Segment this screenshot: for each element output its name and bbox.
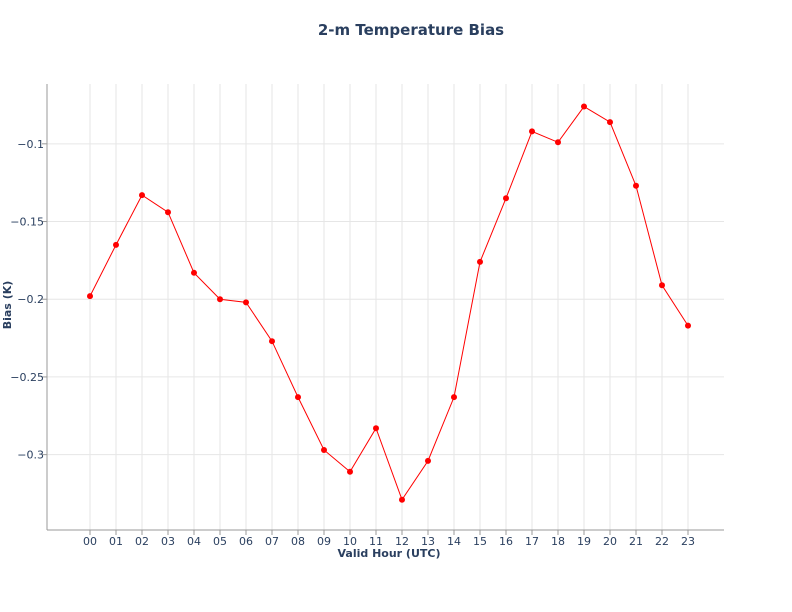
data-point [685, 322, 691, 329]
x-tick-label: 11 [369, 535, 383, 548]
y-tick-label: −0.15 [10, 216, 44, 229]
x-tick-label: 12 [395, 535, 409, 548]
x-tick-label: 22 [655, 535, 669, 548]
data-point [477, 258, 483, 265]
x-axis-ticks: 00 01 02 03 04 05 06 07 08 09 10 11 12 13 14 15 16 17 18 19… [83, 530, 695, 548]
data-point [217, 296, 223, 303]
x-tick-label: 19 [577, 535, 591, 548]
data-point [555, 139, 561, 146]
x-tick-label: 15 [473, 535, 487, 548]
axes [46, 84, 724, 531]
y-tick-label: −0.25 [10, 371, 44, 384]
data-point [373, 425, 379, 432]
data-point [607, 119, 613, 126]
data-point [347, 468, 353, 475]
data-point [269, 338, 275, 345]
x-tick-label: 02 [135, 535, 149, 548]
data-point [633, 182, 639, 189]
x-tick-label: 07 [265, 535, 279, 548]
x-tick-label: 10 [343, 535, 357, 548]
grid [47, 84, 724, 530]
data-point [87, 293, 93, 300]
data-point [321, 446, 327, 453]
x-tick-label: 01 [109, 535, 123, 548]
x-tick-label: 14 [447, 535, 461, 548]
chart-title: 2-m Temperature Bias [318, 21, 504, 39]
x-tick-label: 08 [291, 535, 305, 548]
data-point [165, 209, 171, 216]
data-point [243, 299, 249, 306]
x-tick-label: 00 [83, 535, 97, 548]
data-point [399, 496, 405, 503]
y-tick-label: −0.1 [17, 138, 44, 151]
data-point [529, 128, 535, 135]
x-tick-label: 21 [629, 535, 643, 548]
x-tick-label: 03 [161, 535, 175, 548]
data-point [659, 282, 665, 289]
x-tick-label: 09 [317, 535, 331, 548]
data-point [581, 103, 587, 110]
y-axis-ticks: −0.1 −0.15 −0.2 −0.25 −0.3 [10, 138, 47, 462]
x-tick-label: 06 [239, 535, 253, 548]
data-point [113, 241, 119, 248]
data-point [503, 195, 509, 202]
x-tick-label: 13 [421, 535, 435, 548]
x-tick-label: 05 [213, 535, 227, 548]
x-tick-label: 18 [551, 535, 565, 548]
x-tick-label: 04 [187, 535, 201, 548]
data-point [139, 192, 145, 199]
x-tick-label: 20 [603, 535, 617, 548]
x-axis-title: Valid Hour (UTC) [338, 547, 441, 560]
y-axis-title: Bias (K) [1, 281, 14, 330]
x-tick-label: 16 [499, 535, 513, 548]
data-point [451, 394, 457, 401]
y-tick-label: −0.3 [17, 449, 44, 462]
series-temperature-bias [87, 103, 691, 503]
data-point [295, 394, 301, 401]
x-tick-label: 17 [525, 535, 539, 548]
data-point [425, 457, 431, 464]
x-tick-label: 23 [681, 535, 695, 548]
y-tick-label: −0.2 [17, 293, 44, 306]
data-point [191, 269, 197, 276]
series-line [89, 105, 689, 501]
